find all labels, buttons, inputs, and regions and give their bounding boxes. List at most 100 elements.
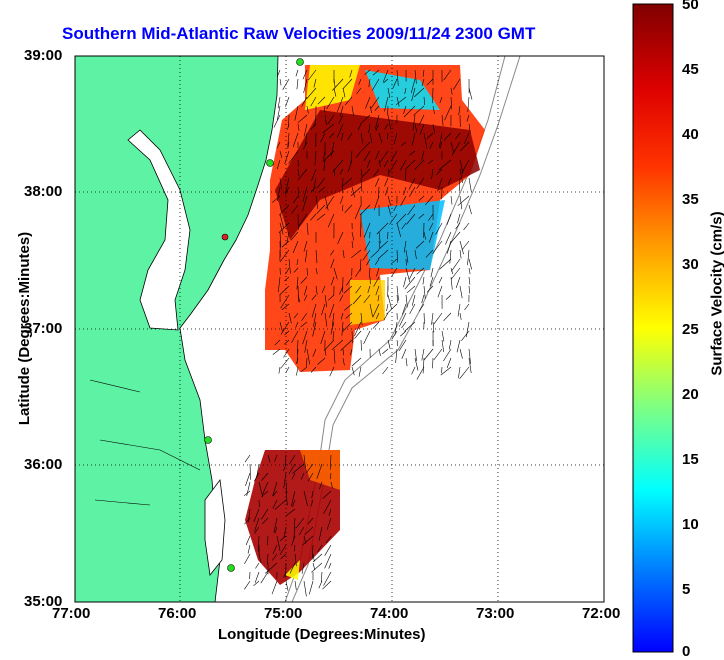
- y-tick: 36:00: [24, 456, 62, 473]
- velocity-arrow: [469, 268, 470, 274]
- colorbar-tick: 40: [682, 126, 699, 143]
- velocity-arrow: [433, 358, 434, 368]
- velocity-arrow: [400, 331, 406, 336]
- y-tick: 39:00: [24, 47, 62, 64]
- velocity-arrow: [443, 349, 451, 361]
- velocity-arrow: [460, 349, 463, 359]
- velocity-arrow: [325, 545, 331, 556]
- velocity-arrow: [244, 581, 250, 589]
- velocity-arrow: [441, 367, 451, 375]
- x-axis-label: Longitude (Degrees:Minutes): [218, 626, 426, 643]
- colorbar-tick: 5: [682, 581, 690, 598]
- velocity-arrow: [461, 331, 469, 341]
- velocity-arrow: [427, 286, 433, 292]
- x-tick: 75:00: [264, 605, 302, 622]
- velocity-arrow: [458, 367, 460, 378]
- velocity-arrow: [424, 349, 433, 360]
- x-tick: 76:00: [158, 605, 196, 622]
- y-tick: 38:00: [24, 183, 62, 200]
- velocity-arrow: [255, 563, 259, 569]
- velocity-arrow: [388, 295, 392, 309]
- velocity-arrow: [469, 88, 472, 100]
- velocity-arrow: [424, 286, 425, 299]
- velocity-arrow: [462, 241, 469, 250]
- velocity-arrow: [456, 277, 460, 288]
- velocity-arrow: [450, 250, 451, 264]
- velocity-arrow: [468, 250, 470, 265]
- velocity-arrow: [458, 304, 460, 317]
- velocity-arrow: [412, 295, 415, 306]
- velocity-arrow: [261, 572, 268, 583]
- colorbar-label: Surface Velocity (cm/s): [709, 211, 724, 375]
- velocity-arrow: [354, 331, 361, 339]
- velocity-arrow: [442, 331, 444, 341]
- velocity-arrow: [464, 223, 469, 230]
- velocity-arrow: [469, 277, 470, 285]
- velocity-arrow: [245, 455, 250, 462]
- velocity-arrow: [324, 572, 332, 586]
- velocity-arrow: [248, 545, 250, 554]
- velocity-arrow: [469, 178, 471, 192]
- velocity-arrow: [434, 313, 442, 324]
- velocity-arrow: [412, 367, 415, 374]
- colorbar-tick: 25: [682, 321, 699, 338]
- velocity-arrow: [460, 313, 461, 320]
- velocity-arrow: [387, 304, 389, 311]
- velocity-arrow: [447, 214, 451, 225]
- velocity-arrow: [247, 482, 250, 496]
- velocity-arrow: [457, 340, 460, 352]
- velocity-arrow: [419, 304, 424, 311]
- velocity-arrow: [272, 581, 277, 594]
- velocity-arrow: [254, 581, 260, 586]
- velocity-arrow: [406, 358, 407, 366]
- velocity-arrow: [319, 581, 322, 588]
- colorbar-tick: 0: [682, 643, 690, 660]
- colorbar-tick: 35: [682, 191, 699, 208]
- velocity-arrow: [446, 295, 451, 300]
- velocity-arrow: [246, 536, 250, 545]
- velocity-arrow: [304, 581, 306, 596]
- velocity-arrow: [434, 349, 442, 360]
- velocity-arrow: [364, 331, 370, 344]
- velocity-arrow: [297, 79, 298, 89]
- velocity-arrow: [286, 581, 288, 591]
- velocity-arrow: [379, 349, 381, 356]
- velocity-arrow: [406, 295, 407, 307]
- velocity-arrow: [244, 554, 250, 564]
- colorbar-tick: 50: [682, 0, 699, 13]
- velocity-arrow: [423, 358, 424, 373]
- velocity-arrow: [465, 304, 470, 310]
- velocity-arrow: [445, 232, 451, 245]
- velocity-arrow: [361, 340, 362, 351]
- velocity-arrow: [313, 563, 315, 570]
- velocity-arrow: [444, 313, 452, 321]
- radar-site-marker: [228, 565, 235, 572]
- velocity-arrow: [439, 277, 442, 283]
- velocity-arrow: [469, 286, 470, 294]
- velocity-arrow: [447, 358, 451, 368]
- velocity-arrow: [382, 349, 388, 354]
- velocity-arrow: [321, 572, 322, 582]
- velocity-arrow: [286, 97, 290, 107]
- velocity-arrow: [279, 367, 280, 374]
- velocity-arrow: [309, 581, 313, 594]
- colorbar-tick: 10: [682, 516, 699, 533]
- radar-site-marker: [267, 160, 274, 167]
- velocity-arrow: [469, 205, 472, 214]
- velocity-arrow: [250, 464, 251, 480]
- velocity-arrow: [296, 367, 298, 376]
- velocity-arrow: [286, 367, 289, 373]
- x-tick: 73:00: [476, 605, 514, 622]
- colorbar-tick: 45: [682, 61, 699, 78]
- velocity-arrow: [329, 563, 331, 569]
- x-tick: 72:00: [582, 605, 620, 622]
- velocity-arrow: [433, 322, 434, 332]
- radar-site-marker: [222, 234, 228, 240]
- velocity-arrow: [280, 79, 281, 85]
- velocity-arrow: [295, 581, 296, 590]
- x-tick: 74:00: [370, 605, 408, 622]
- velocity-arrow: [447, 241, 451, 254]
- colorbar-tick: 15: [682, 451, 699, 468]
- velocity-arrow: [460, 286, 462, 298]
